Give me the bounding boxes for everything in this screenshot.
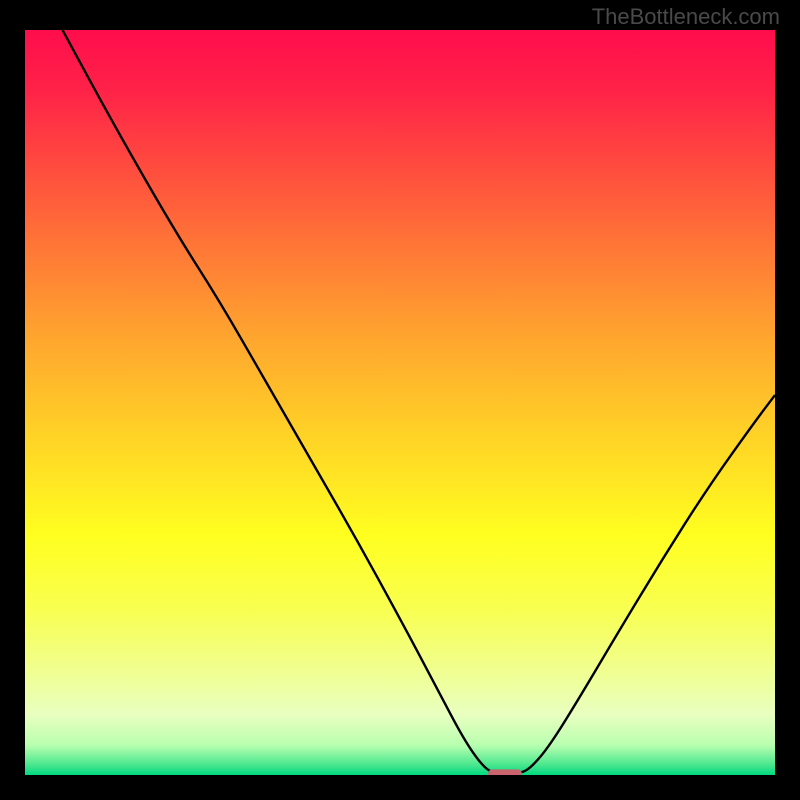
plot-background [25,30,775,775]
chart-canvas: TheBottleneck.com [0,0,800,800]
watermark-text: TheBottleneck.com [592,4,780,30]
plot-svg [25,30,775,775]
optimal-marker [488,769,522,775]
plot-area [25,30,775,775]
